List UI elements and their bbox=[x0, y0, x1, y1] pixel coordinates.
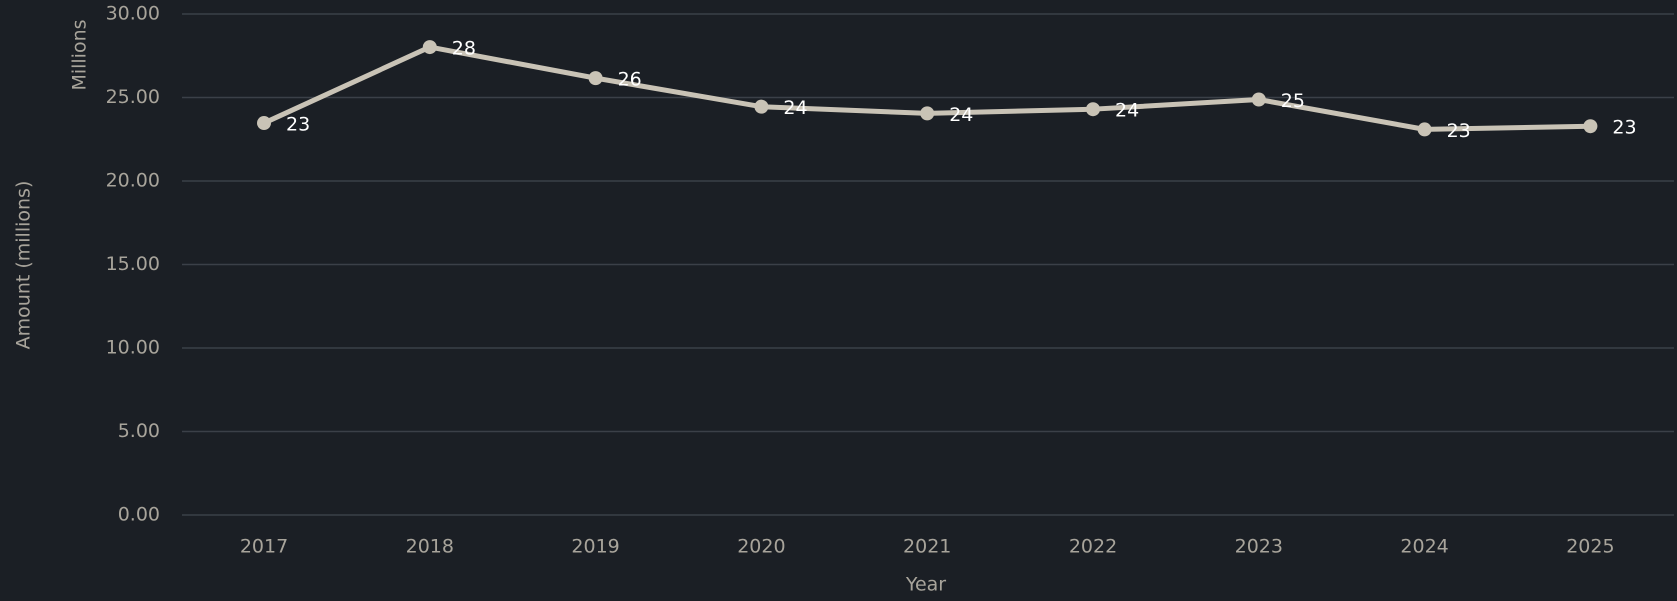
x-axis-label: Year bbox=[905, 574, 946, 596]
data-label: 24 bbox=[783, 97, 807, 119]
x-tick-label: 2023 bbox=[1235, 536, 1283, 558]
x-tick-label: 2018 bbox=[406, 536, 454, 558]
x-tick-label: 2025 bbox=[1566, 536, 1614, 558]
y-tick-label: 0.00 bbox=[118, 504, 160, 526]
x-tick-label: 2020 bbox=[737, 536, 785, 558]
y-tick-label: 30.00 bbox=[106, 3, 160, 25]
y-tick-label: 10.00 bbox=[106, 337, 160, 359]
point bbox=[1417, 122, 1432, 137]
y-tick-label: 25.00 bbox=[106, 86, 160, 108]
point bbox=[754, 99, 769, 114]
point bbox=[422, 40, 437, 55]
x-tick-label: 2021 bbox=[903, 536, 951, 558]
point bbox=[1583, 119, 1598, 134]
point bbox=[257, 116, 271, 131]
y-unit-label: Millions bbox=[69, 19, 91, 90]
x-tick-label: 2024 bbox=[1400, 536, 1448, 558]
y-axis-label: Amount (millions) bbox=[13, 181, 35, 350]
y-tick-label: 20.00 bbox=[106, 170, 160, 192]
y-tick-label: 5.00 bbox=[118, 420, 160, 442]
data-label: 24 bbox=[949, 104, 973, 126]
y-tick-label: 15.00 bbox=[106, 253, 160, 275]
point bbox=[1251, 92, 1266, 107]
point bbox=[920, 106, 935, 121]
data-label: 28 bbox=[452, 38, 476, 60]
data-label: 23 bbox=[1447, 120, 1471, 142]
x-tick-label: 2019 bbox=[571, 536, 619, 558]
x-tick-label: 2017 bbox=[240, 536, 288, 558]
data-label: 23 bbox=[1612, 117, 1636, 139]
data-label: 25 bbox=[1281, 90, 1305, 112]
x-tick-label: 2022 bbox=[1069, 536, 1117, 558]
data-label: 23 bbox=[286, 114, 310, 136]
point bbox=[588, 71, 603, 86]
point bbox=[1086, 102, 1100, 117]
data-label: 24 bbox=[1115, 100, 1139, 122]
data-label: 26 bbox=[618, 69, 642, 91]
